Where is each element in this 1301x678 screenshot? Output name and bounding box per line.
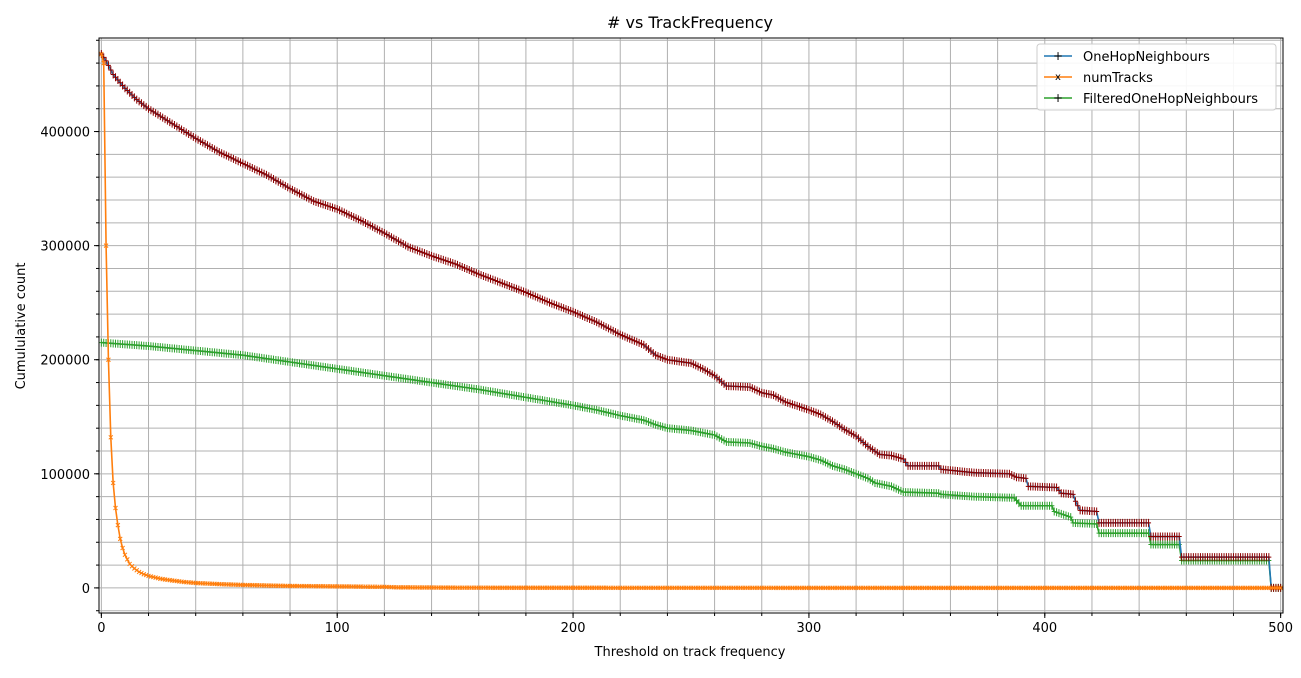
axis-ticks: 0 100 200 300 400 500 0 100000 200000 300000 40000…	[40, 39, 1293, 636]
y-tick-label: 300000	[40, 240, 90, 255]
x-tick-label: 100	[325, 621, 350, 636]
legend-box	[1036, 43, 1277, 111]
x-axis-label: Threshold on track frequency	[594, 645, 786, 660]
legend-entry-onehopneighbours: + OneHopNeighbours	[1044, 49, 1210, 65]
legend-label: OneHopNeighbours	[1083, 50, 1210, 65]
y-tick-label: 200000	[40, 354, 90, 369]
y-tick-label: 400000	[40, 126, 90, 141]
y-tick-label: 100000	[40, 468, 90, 483]
y-tick-label: 0	[82, 582, 90, 597]
y-axis-label: Cumululative count	[14, 263, 29, 390]
legend-entry-numtracks: x numTracks	[1044, 71, 1153, 86]
legend-label: numTracks	[1083, 71, 1153, 86]
x-tick-label: 200	[561, 621, 586, 636]
series-markers	[98, 338, 1284, 592]
x-tick-label: 500	[1268, 621, 1293, 636]
legend: + OneHopNeighbours x numTracks + Filtere…	[1036, 43, 1277, 111]
legend-marker: +	[1053, 91, 1063, 105]
series-filteredonehopneighbours	[98, 338, 1284, 592]
x-tick-label: 300	[797, 621, 822, 636]
series-numtracks	[99, 51, 1283, 591]
legend-marker: +	[1053, 49, 1063, 63]
legend-label: FilteredOneHopNeighbours	[1083, 92, 1258, 107]
plot-frame	[98, 37, 1284, 614]
legend-marker: x	[1055, 72, 1061, 83]
chart-title: # vs TrackFrequency	[607, 13, 773, 32]
series-markers	[99, 51, 1283, 591]
x-tick-label: 0	[97, 621, 105, 636]
series-line	[100, 53, 1281, 589]
x-tick-label: 400	[1032, 621, 1057, 636]
grid	[99, 38, 1283, 613]
series-line	[101, 341, 1281, 589]
legend-entry-filteredonehopneighbours: + FilteredOneHopNeighbours	[1044, 91, 1258, 107]
series-layer	[98, 49, 1284, 592]
series-line	[100, 53, 1281, 589]
